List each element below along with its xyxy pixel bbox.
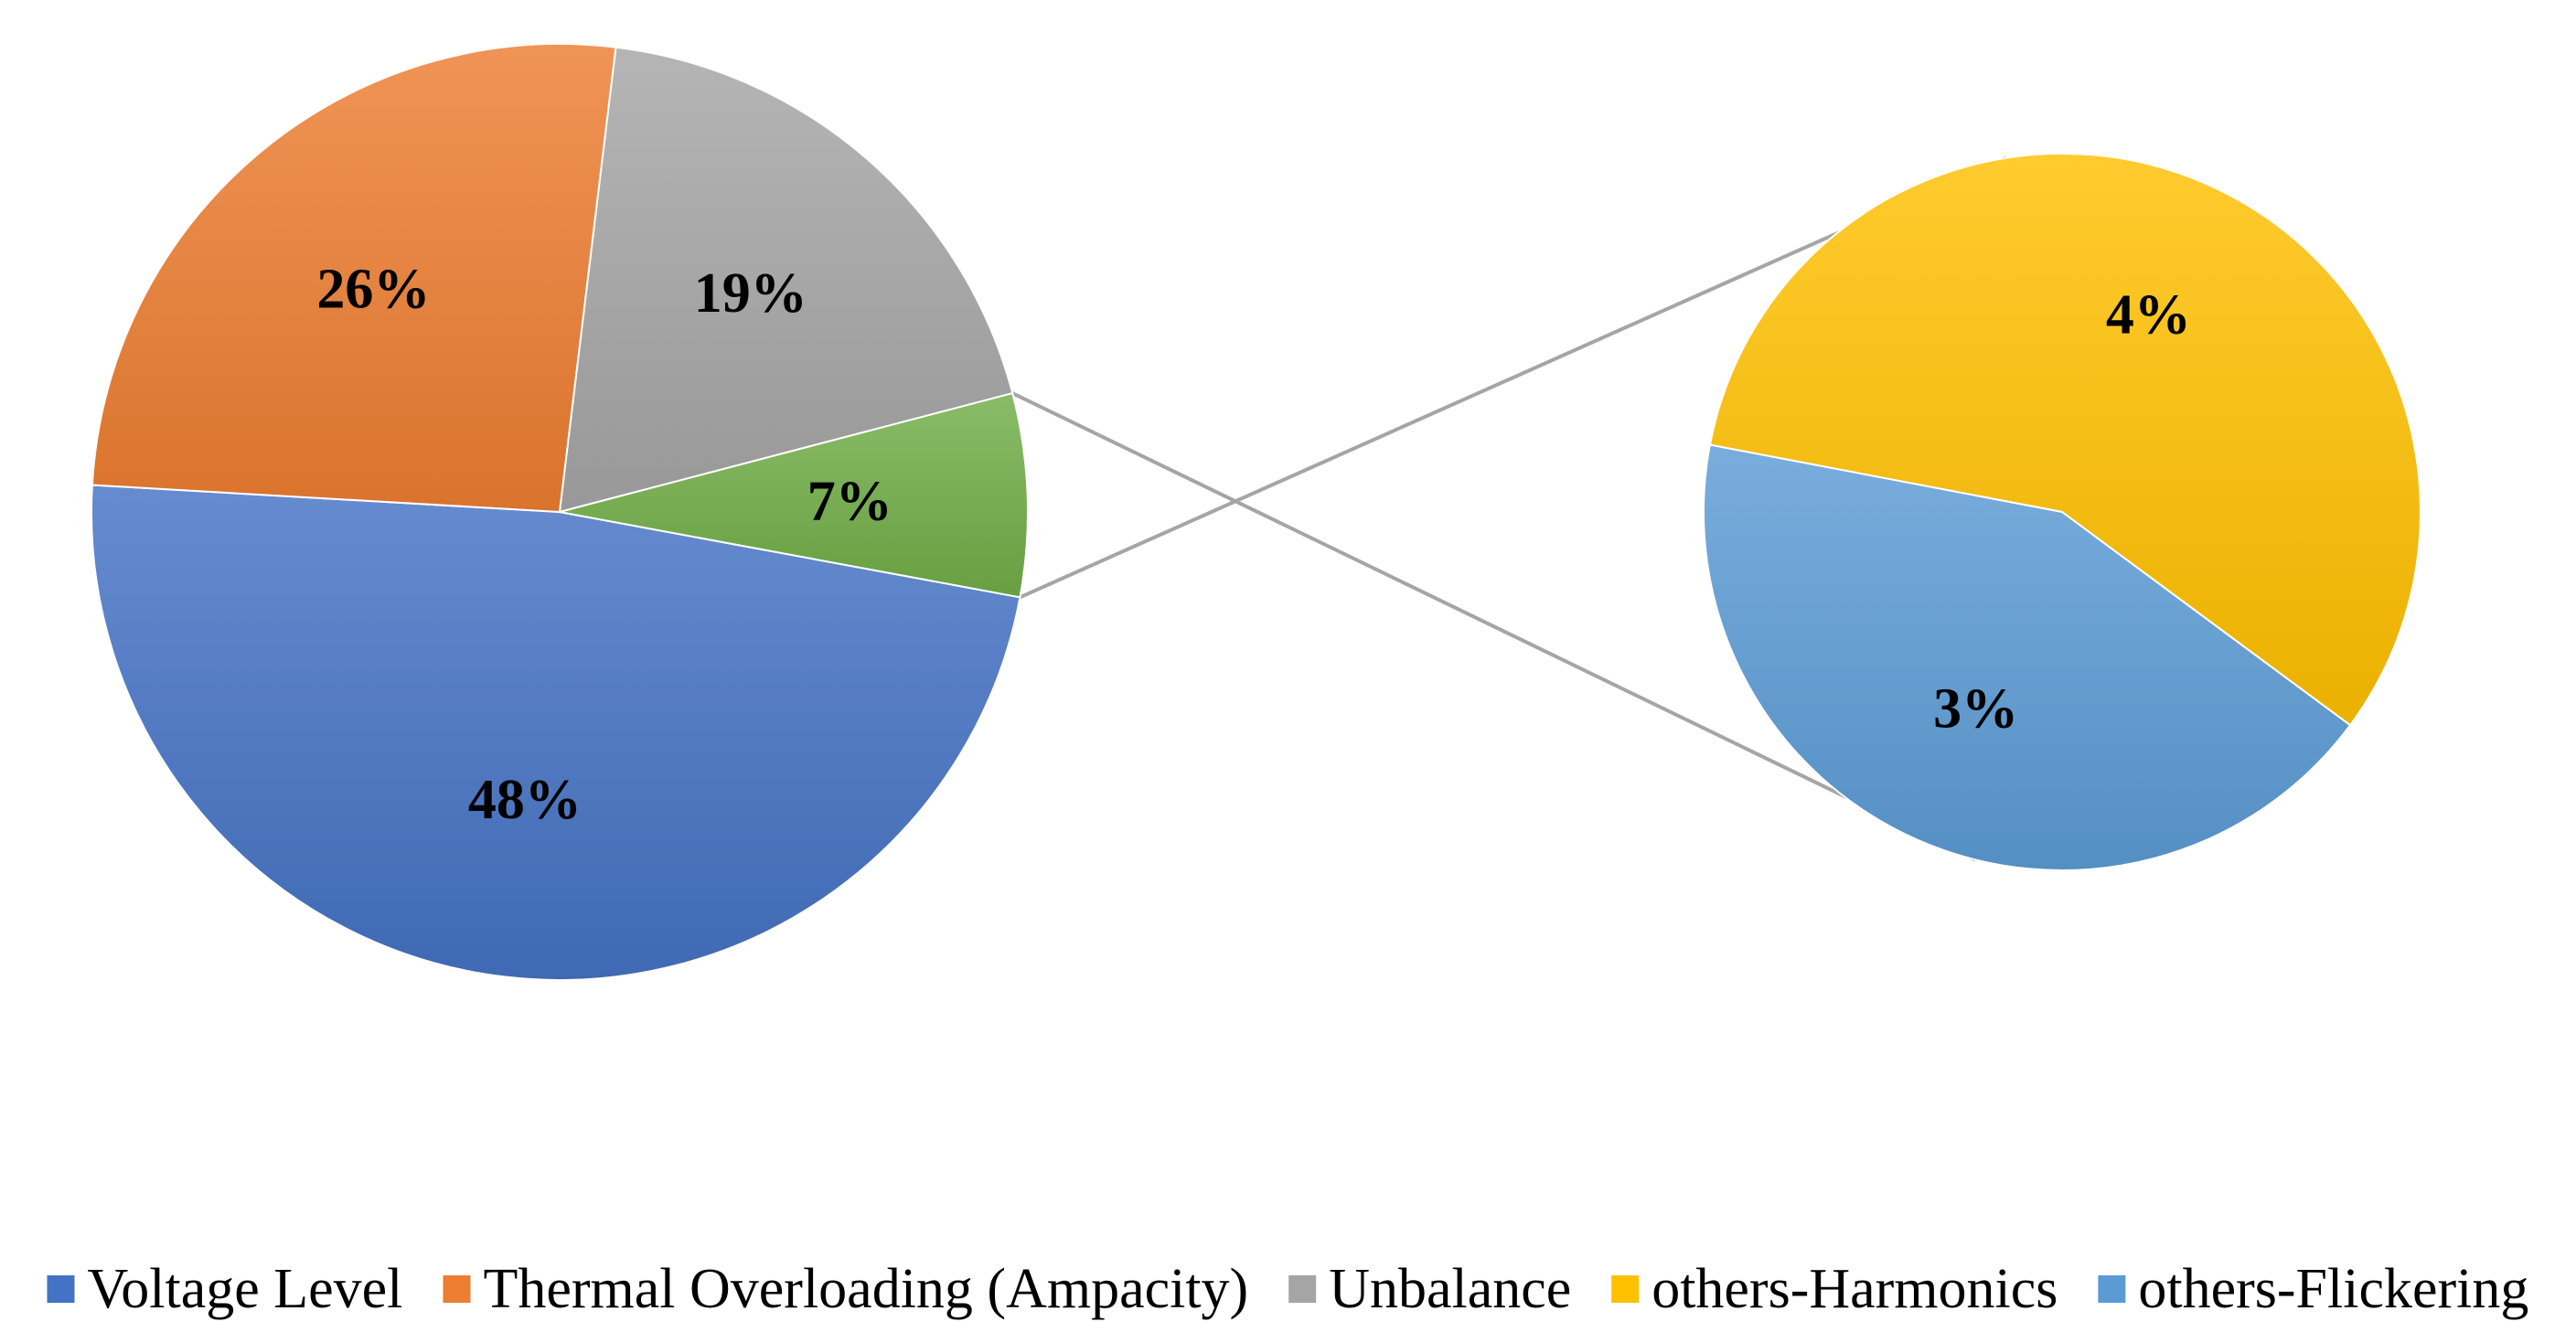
legend-item-voltage-level: Voltage Level [47, 1258, 403, 1320]
main-slice-thermal-overloading-ampacity [91, 43, 617, 514]
legend-label-thermal-overloading-ampacity: Thermal Overloading (Ampacity) [484, 1258, 1249, 1320]
main-label-unbalance: 19% [694, 262, 807, 325]
legend-item-unbalance: Unbalance [1288, 1258, 1571, 1320]
secondary-pie [1703, 153, 2421, 871]
chart-legend: Voltage Level Thermal Overloading (Ampaci… [47, 1258, 2528, 1320]
legend-item-others-flickering: others-Flickering [2098, 1258, 2528, 1320]
legend-swatch-thermal-overloading-ampacity [443, 1275, 471, 1303]
legend-swatch-others-harmonics [1611, 1275, 1640, 1303]
main-slice-unbalance [558, 46, 1014, 514]
legend-label-others-flickering: others-Flickering [2138, 1258, 2528, 1320]
main-slice-voltage-level [91, 484, 1021, 981]
connector-line-bottom [1011, 391, 1977, 862]
legend-label-unbalance: Unbalance [1329, 1258, 1571, 1320]
main-label-others: 7% [807, 470, 893, 532]
secondary-pie-labels: 4% 3% [1933, 284, 2191, 741]
secondary-slice-others-harmonics [1708, 153, 2421, 727]
legend-swatch-unbalance [1288, 1275, 1317, 1303]
secondary-slice-others-flickering [1703, 443, 2352, 871]
legend-item-others-harmonics: others-Harmonics [1611, 1258, 2058, 1320]
secondary-label-others-flickering: 3% [1933, 677, 2018, 740]
legend-swatch-voltage-level [47, 1275, 75, 1303]
legend-item-thermal-overloading-ampacity: Thermal Overloading (Ampacity) [443, 1258, 1249, 1320]
legend-label-voltage-level: Voltage Level [88, 1258, 403, 1320]
main-pie [91, 43, 1030, 981]
secondary-label-others-harmonics: 4% [2106, 284, 2191, 346]
main-label-voltage-level: 48% [468, 769, 582, 831]
main-pie-labels: 48% 26% 19% 7% [316, 259, 892, 832]
legend-label-others-harmonics: others-Harmonics [1651, 1258, 2058, 1320]
legend-swatch-others-flickering [2098, 1275, 2126, 1303]
main-label-thermal-overloading-ampacity: 26% [316, 259, 430, 321]
main-slice-others [559, 391, 1030, 599]
